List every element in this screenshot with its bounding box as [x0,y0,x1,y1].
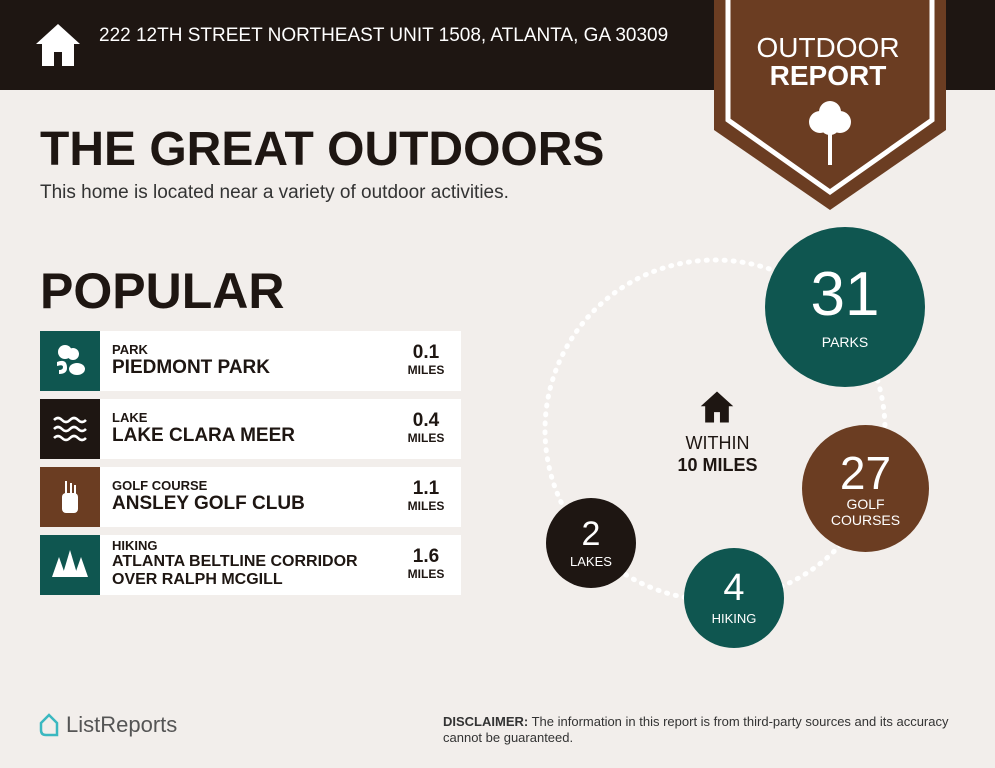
golf-count-bubble: 27 GOLF COURSES [802,425,929,552]
popular-list: PARK PIEDMONT PARK 0.1 MILES LAKE LAKE CLAR… [40,331,461,603]
golf-label1: GOLF [846,495,885,512]
parks-count-bubble: 31 PARKS [765,227,925,387]
item-distance: 1.6 [412,546,440,567]
lakes-label: LAKES [570,553,612,569]
within-label: WITHIN 10 MILES [640,432,795,476]
popular-heading: POPULAR [40,263,285,319]
item-category: PARK [112,342,148,357]
item-distance: 0.1 [412,342,440,363]
golf-bag-icon [40,467,100,527]
page-subtitle: This home is located near a variety of o… [40,182,509,203]
item-distance: 1.1 [412,478,440,499]
parks-count: 31 [810,260,880,329]
item-name: ATLANTA BELTLINE CORRIDOR OVER RALPH MCG… [112,553,358,588]
list-item: GOLF COURSE ANSLEY GOLF CLUB 1.1 MILES [40,467,461,527]
item-name: ANSLEY GOLF CLUB [112,493,305,514]
home-icon [700,391,734,423]
hiking-count-bubble: 4 HIKING [684,548,784,648]
home-icon [36,24,80,66]
badge-line1: OUTDOOR [756,32,900,63]
disclaimer: DISCLAIMER: The information in this repo… [443,714,973,746]
list-item: HIKING ATLANTA BELTLINE CORRIDOR OVER RAL… [40,535,461,595]
item-unit: MILES [407,431,445,445]
badge-line2: REPORT [769,60,887,91]
item-category: LAKE [112,410,148,425]
parks-label: PARKS [821,334,869,350]
list-item: PARK PIEDMONT PARK 0.1 MILES [40,331,461,391]
tree-icon [809,101,851,165]
within-line1: WITHIN [685,433,750,453]
listreports-logo: ListReports [38,712,177,738]
item-name: PIEDMONT PARK [112,357,270,378]
hiking-label: HIKING [711,611,757,626]
golf-label2: COURSES [830,511,901,528]
lakes-count: 2 [581,514,601,553]
logo-icon [39,713,59,737]
item-category: GOLF COURSE [112,478,208,493]
item-unit: MILES [407,499,445,513]
within-line2: 10 MILES [677,455,758,475]
park-icon [40,331,100,391]
item-unit: MILES [407,567,445,581]
logo-text: ListReports [66,712,178,737]
list-item: LAKE LAKE CLARA MEER 0.4 MILES [40,399,461,459]
page-title: THE GREAT OUTDOORS [40,123,605,176]
golf-count: 27 [839,446,892,499]
address: 222 12TH STREET NORTHEAST UNIT 1508, ATL… [99,25,669,46]
item-category: HIKING [112,538,158,553]
waves-icon [40,399,100,459]
disclaimer-label: DISCLAIMER: [443,714,529,729]
disclaimer-text: The information in this report is from t… [443,714,949,745]
outdoor-report-badge [714,0,946,210]
item-name: LAKE CLARA MEER [112,425,295,446]
lakes-count-bubble: 2 LAKES [546,498,636,588]
hiking-count: 4 [723,567,745,609]
trees-icon [40,535,100,595]
item-distance: 0.4 [412,410,440,431]
item-unit: MILES [407,363,445,377]
